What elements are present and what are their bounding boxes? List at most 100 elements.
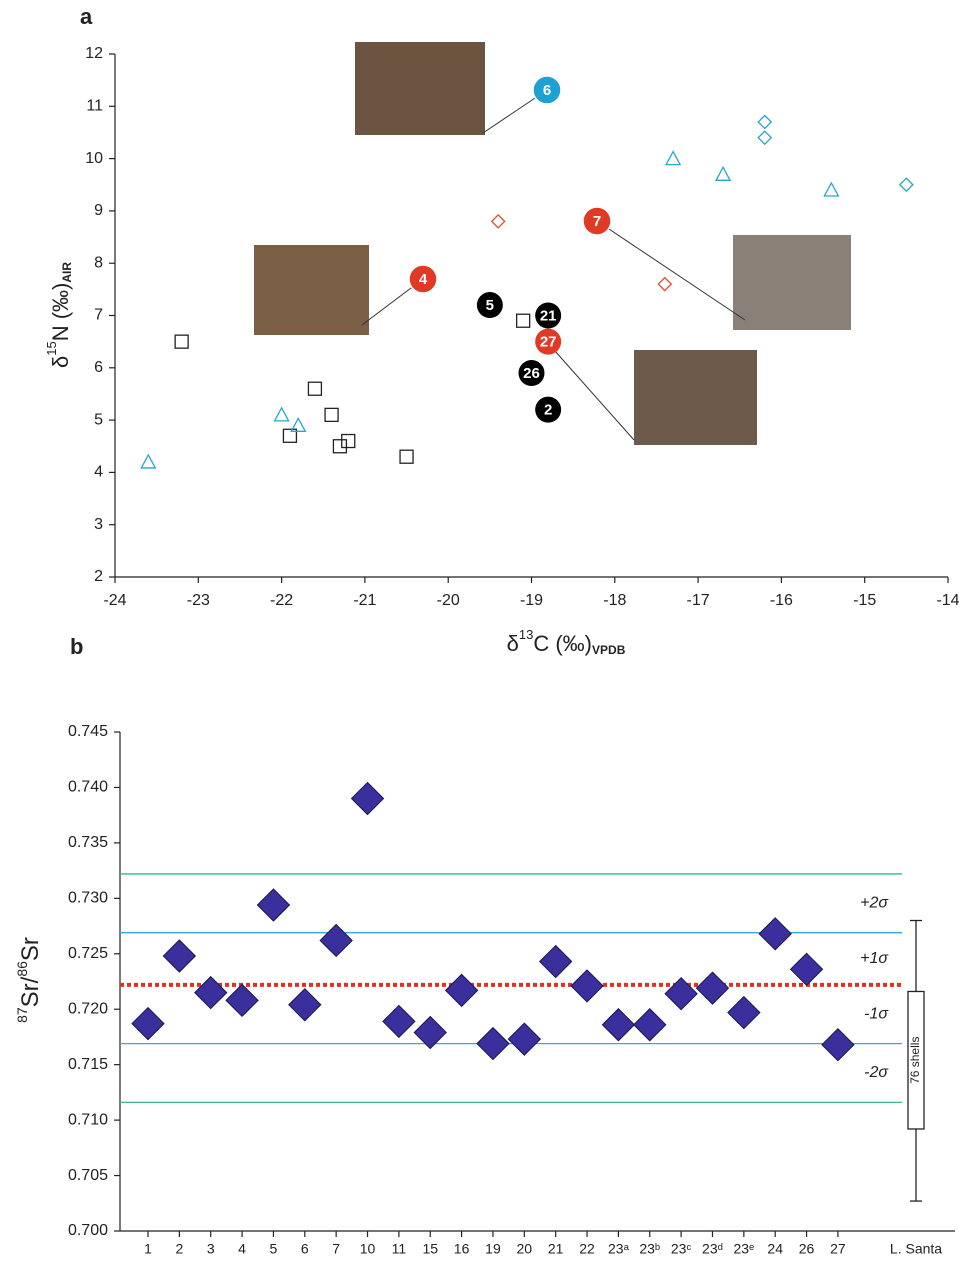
x-tick-label: 11 bbox=[392, 1241, 407, 1257]
diamond-marker bbox=[900, 178, 913, 191]
x-tick-label: 10 bbox=[360, 1241, 376, 1257]
band-label: +2σ bbox=[860, 895, 889, 912]
diamond-marker bbox=[132, 1008, 164, 1040]
diamond-marker bbox=[289, 989, 321, 1021]
diamond-marker bbox=[320, 924, 352, 956]
panel-label: b bbox=[70, 634, 83, 659]
box-label: 76 shells bbox=[908, 1037, 922, 1084]
square-marker bbox=[333, 440, 346, 453]
x-tick-label: -22 bbox=[270, 592, 293, 609]
x-tick-label: -23 bbox=[187, 592, 210, 609]
triangle-marker bbox=[666, 152, 680, 165]
photo bbox=[733, 235, 851, 330]
y-tick-label: 0.705 bbox=[68, 1167, 108, 1184]
y-tick-label: 6 bbox=[94, 359, 103, 376]
axis-label-part: 15 bbox=[44, 341, 59, 355]
x-tick-label: 23ᵇ bbox=[639, 1241, 660, 1257]
y-tick-label: 0.730 bbox=[68, 890, 108, 907]
figure: a δ13C (‰)VPDB δ15N (‰)AIR b 87Sr/86Sr -… bbox=[0, 0, 959, 1262]
y-tick-label: 9 bbox=[94, 202, 103, 219]
diamond-marker bbox=[226, 984, 258, 1016]
y-tick-label: 11 bbox=[86, 98, 103, 115]
band-label: +1σ bbox=[860, 950, 889, 967]
axis-label-part: 87 bbox=[14, 1007, 30, 1023]
diamond-marker bbox=[540, 946, 572, 978]
axis-label-part: Sr/ bbox=[17, 976, 44, 1007]
diamond-marker bbox=[822, 1029, 854, 1061]
axis-label-part: Sr bbox=[17, 937, 44, 961]
axis-label-part: VPDB bbox=[592, 643, 626, 657]
leader-line bbox=[597, 221, 745, 320]
y-tick-label: 0.745 bbox=[68, 723, 108, 740]
diamond-marker bbox=[758, 131, 771, 144]
diamond-marker bbox=[602, 1009, 634, 1041]
leader-line bbox=[547, 342, 634, 440]
x-tick-label: 20 bbox=[517, 1241, 533, 1257]
square-marker bbox=[517, 314, 530, 327]
square-marker bbox=[400, 450, 413, 463]
point-label: 2 bbox=[544, 402, 552, 419]
axis-label-part: AIR bbox=[60, 262, 74, 283]
y-tick-label: 0.740 bbox=[68, 779, 108, 796]
point-label: 27 bbox=[540, 334, 557, 351]
square-marker bbox=[308, 382, 321, 395]
axis-label-part: δ bbox=[507, 631, 519, 656]
x-tick-label: 2 bbox=[175, 1241, 183, 1257]
photo bbox=[634, 350, 757, 445]
point-label: 21 bbox=[540, 307, 557, 324]
diamond-marker bbox=[492, 215, 505, 228]
square-marker bbox=[325, 408, 338, 421]
x-tick-label: 15 bbox=[422, 1241, 438, 1257]
x-tick-label: -19 bbox=[520, 592, 543, 609]
triangle-marker bbox=[141, 455, 155, 468]
square-marker bbox=[342, 435, 355, 448]
x-axis-label: δ13C (‰)VPDB bbox=[507, 627, 626, 657]
panel-label: a bbox=[80, 4, 93, 29]
diamond-marker bbox=[195, 977, 227, 1009]
diamond-marker bbox=[571, 970, 603, 1002]
diamond-marker bbox=[665, 978, 697, 1010]
diamond-marker bbox=[477, 1028, 509, 1060]
x-tick-label: 6 bbox=[301, 1241, 309, 1257]
triangle-marker bbox=[824, 183, 838, 196]
x-tick-label: 5 bbox=[270, 1241, 278, 1257]
diamond-marker bbox=[758, 115, 771, 128]
diamond-marker bbox=[791, 953, 823, 985]
x-tick-label: -15 bbox=[853, 592, 876, 609]
y-tick-label: 0.715 bbox=[68, 1056, 108, 1073]
callout-label: 7 bbox=[593, 213, 601, 230]
x-tick-label: 3 bbox=[207, 1241, 215, 1257]
axis-label-part: 86 bbox=[14, 961, 30, 977]
x-tick-label: 23ᵈ bbox=[702, 1241, 723, 1257]
x-tick-label: 7 bbox=[332, 1241, 340, 1257]
x-tick-label: -17 bbox=[687, 592, 710, 609]
x-tick-label: 16 bbox=[454, 1241, 470, 1257]
x-tick-label: 22 bbox=[579, 1241, 595, 1257]
x-tick-label: -20 bbox=[437, 592, 460, 609]
x-tick-label: 23ᶜ bbox=[671, 1241, 692, 1257]
y-tick-label: 5 bbox=[94, 411, 103, 428]
x-tick-label: -16 bbox=[770, 592, 793, 609]
y-tick-label: 0.735 bbox=[68, 834, 108, 851]
axis-label-part: C (‰) bbox=[533, 631, 592, 656]
x-tick-label: -21 bbox=[353, 592, 376, 609]
triangle-marker bbox=[275, 408, 289, 421]
diamond-marker bbox=[696, 972, 728, 1004]
x-tick-label: 26 bbox=[799, 1241, 815, 1257]
x-tick-label: 23ᵉ bbox=[733, 1241, 754, 1257]
x-tick-label: -14 bbox=[936, 592, 959, 609]
diamond-marker bbox=[446, 974, 478, 1006]
callout-label: 4 bbox=[419, 271, 428, 288]
x-tick-label: 1 bbox=[144, 1241, 152, 1257]
y-axis-label: 87Sr/86Sr bbox=[14, 937, 45, 1023]
y-tick-label: 0.700 bbox=[68, 1222, 108, 1239]
photo bbox=[355, 42, 485, 135]
x-tick-label: 27 bbox=[830, 1241, 846, 1257]
band-label: -2σ bbox=[864, 1064, 889, 1081]
diamond-marker bbox=[508, 1023, 540, 1055]
y-tick-label: 8 bbox=[94, 254, 103, 271]
y-tick-label: 0.720 bbox=[68, 1000, 108, 1017]
diamond-marker bbox=[163, 940, 195, 972]
band-label: -1σ bbox=[864, 1005, 889, 1022]
photo bbox=[254, 245, 369, 335]
